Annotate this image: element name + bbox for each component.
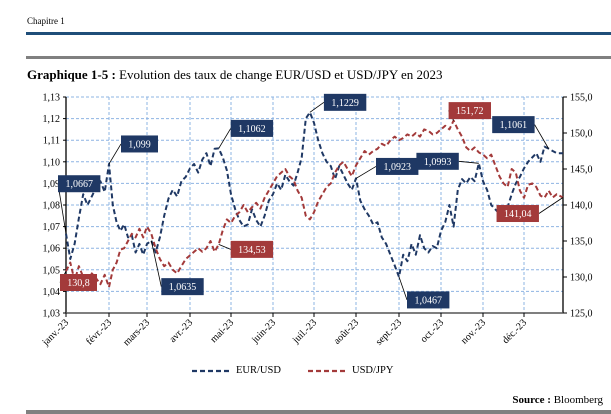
data-label: 1,0923 bbox=[383, 162, 411, 173]
data-label-leader bbox=[538, 197, 564, 214]
data-labels: 1,0667 1,099 1,0635 1,1062 1,1229 1,0923 1,046… bbox=[57, 93, 564, 309]
tick-label-right: 140,0 bbox=[570, 201, 593, 212]
header-rule-blue bbox=[26, 32, 611, 35]
data-label-leader bbox=[534, 124, 549, 149]
series-lines bbox=[65, 111, 564, 289]
tick-label-left: 1,11 bbox=[43, 136, 60, 147]
data-label: 1,0993 bbox=[424, 157, 452, 168]
source-note: Source : Bloomberg bbox=[512, 394, 603, 406]
tick-label-left: 1,06 bbox=[43, 244, 61, 255]
tick-label-x: déc.-23 bbox=[500, 317, 529, 346]
source-label: Source : bbox=[512, 394, 551, 406]
tick-label-right: 145,0 bbox=[570, 165, 593, 176]
header-rule-grey bbox=[26, 56, 611, 59]
series-line-usdjpy bbox=[65, 119, 564, 289]
tick-label-x: juil.-23 bbox=[290, 317, 319, 346]
data-label-box bbox=[60, 274, 97, 291]
tick-label-left: 1,07 bbox=[43, 222, 61, 233]
data-label-box bbox=[376, 157, 419, 175]
data-label-leader bbox=[355, 166, 377, 179]
tick-label-right: 150,0 bbox=[570, 129, 593, 140]
x-axis-ticks: janv.-23 févr.-23 mars-23 avr.-23 mai-23 juin… bbox=[40, 313, 529, 349]
tick-label-x: mai-23 bbox=[208, 317, 236, 345]
left-axis-ticks: 1,03 1,04 1,05 1,06 1,07 1,08 1,09 1,10 1,11 1,12… bbox=[43, 93, 66, 320]
data-label: 1,099 bbox=[128, 139, 151, 150]
source-value: Bloomberg bbox=[550, 394, 603, 406]
data-label-box bbox=[121, 135, 158, 153]
data-label-box bbox=[492, 116, 535, 134]
tick-label-left: 1,10 bbox=[43, 157, 61, 168]
data-label: 141,04 bbox=[504, 209, 532, 220]
data-label-leader bbox=[309, 102, 325, 113]
tick-label-left: 1,05 bbox=[43, 265, 61, 276]
tick-label-x: sept.-23 bbox=[374, 317, 404, 347]
footer-rule bbox=[26, 410, 611, 414]
right-axis-ticks: 125,0 130,0 135,0 140,0 145,0 150,0 155,0 bbox=[563, 93, 593, 320]
data-label: 1,1229 bbox=[331, 98, 359, 109]
tick-label-x: oct.-23 bbox=[419, 317, 447, 345]
data-label: 1,0467 bbox=[414, 295, 442, 306]
tick-label-left: 1,03 bbox=[43, 309, 61, 320]
data-label-box bbox=[58, 175, 101, 193]
tick-label-x: avr.-23 bbox=[168, 317, 196, 345]
chapter-header: Chapitre 1 bbox=[27, 16, 65, 26]
data-label: 134,53 bbox=[238, 245, 266, 256]
tick-label-right: 130,0 bbox=[570, 273, 593, 284]
legend-item-usdjpy: USD/JPY bbox=[308, 365, 393, 376]
tick-label-left: 1,04 bbox=[43, 287, 61, 298]
data-label-box bbox=[161, 278, 204, 296]
tick-label-left: 1,08 bbox=[43, 201, 61, 212]
data-label: 151,72 bbox=[456, 106, 484, 117]
figure-label: Graphique 1-5 : bbox=[27, 67, 116, 82]
data-label-box bbox=[416, 152, 459, 170]
data-label: 1,0667 bbox=[65, 179, 93, 190]
tick-label-left: 1,13 bbox=[43, 93, 61, 104]
data-label: 1,0635 bbox=[169, 282, 197, 293]
legend-item-eurusd: EUR/USD bbox=[192, 365, 281, 376]
tick-label-right: 135,0 bbox=[570, 237, 593, 248]
figure-title: Graphique 1-5 : Evolution des taux de ch… bbox=[27, 67, 443, 83]
tick-label-left: 1,09 bbox=[43, 179, 61, 190]
tick-label-x: mars-23 bbox=[121, 317, 152, 348]
tick-label-x: févr.-23 bbox=[84, 317, 114, 347]
data-label-leader bbox=[108, 143, 122, 165]
tick-label-left: 1,12 bbox=[43, 114, 61, 125]
data-label-box bbox=[448, 102, 491, 120]
tick-label-x: juin-23 bbox=[249, 317, 278, 346]
legend-label-eurusd: EUR/USD bbox=[236, 365, 281, 376]
series-line-eurusd bbox=[65, 111, 563, 278]
data-label-leader bbox=[218, 244, 231, 250]
tick-label-x: août-23 bbox=[332, 317, 361, 346]
tick-label-right: 155,0 bbox=[570, 93, 593, 104]
data-label-box bbox=[407, 291, 450, 309]
tick-label-x: janv.-23 bbox=[40, 317, 71, 348]
data-label-box bbox=[496, 205, 539, 223]
tick-label-right: 125,0 bbox=[570, 309, 593, 320]
gridlines bbox=[66, 96, 563, 313]
data-label-box bbox=[323, 93, 367, 111]
data-label-leader bbox=[150, 240, 162, 287]
data-label: 1,1062 bbox=[238, 124, 266, 135]
tick-label-x: nov.-23 bbox=[459, 317, 488, 346]
figure-title-text: Evolution des taux de change EUR/USD et … bbox=[115, 67, 443, 82]
data-label: 130,8 bbox=[67, 278, 90, 289]
legend-swatch-usdjpy bbox=[308, 369, 348, 372]
data-label-box bbox=[230, 119, 274, 137]
data-label-leader bbox=[458, 160, 479, 164]
data-label-leader bbox=[398, 276, 408, 301]
data-label-leader bbox=[218, 128, 232, 149]
legend-label-usdjpy: USD/JPY bbox=[352, 365, 394, 376]
data-label-box bbox=[230, 240, 274, 258]
data-label: 1,1061 bbox=[500, 120, 528, 131]
legend-swatch-eurusd bbox=[192, 369, 232, 372]
